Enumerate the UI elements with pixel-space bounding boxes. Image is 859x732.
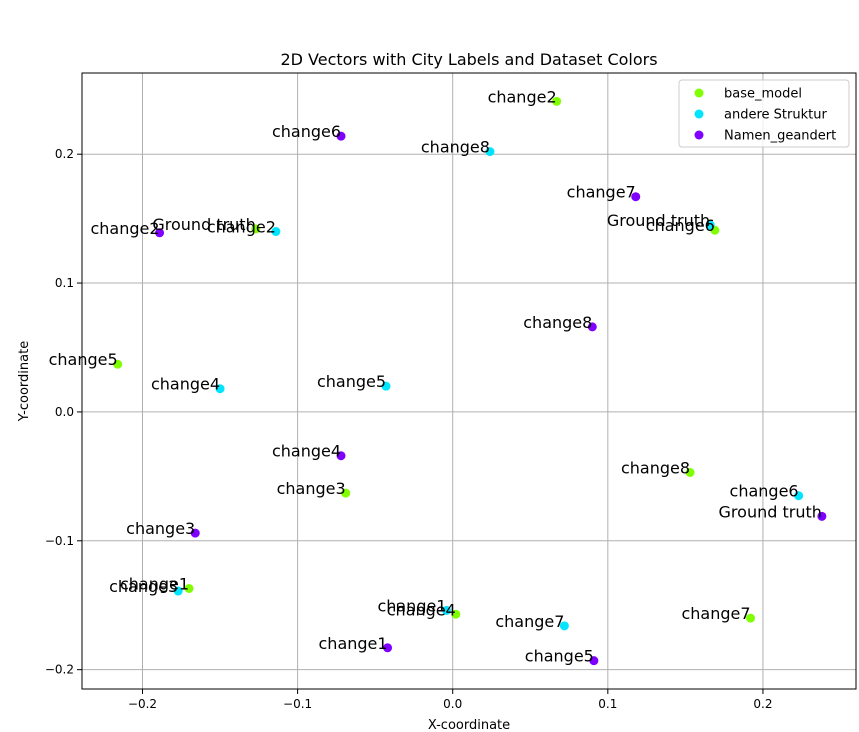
data-point [336, 131, 346, 141]
data-point [442, 605, 452, 615]
point-label: change4 [151, 375, 220, 394]
point-label: change8 [523, 313, 592, 332]
point-label: change6 [730, 482, 799, 501]
data-point [173, 586, 183, 596]
data-point [817, 511, 827, 521]
point-label: change6 [272, 122, 341, 141]
point-label: change2 [207, 218, 276, 237]
legend-entry: base_model [724, 87, 802, 102]
plot-frame [81, 72, 857, 690]
point-label: Ground truth [719, 502, 822, 521]
y-tick-label: −0.2 [45, 663, 74, 677]
legend-marker [694, 130, 704, 140]
point-label: change4 [272, 442, 341, 461]
y-tick-label: 0.0 [55, 405, 74, 419]
data-point [485, 147, 495, 157]
data-point [559, 621, 569, 631]
data-point [381, 381, 391, 391]
x-axis-label: X-coordinate [428, 718, 510, 732]
data-point [794, 491, 804, 501]
data-point [155, 228, 165, 238]
x-tick-label: 0.0 [443, 697, 462, 711]
data-point [589, 656, 599, 666]
legend-box [678, 79, 850, 148]
data-point [383, 643, 393, 653]
y-tick-label: 0.2 [55, 147, 74, 161]
point-label: change5 [49, 350, 118, 369]
legend-entry: andere Struktur [724, 108, 827, 123]
x-tick-label: −0.1 [283, 697, 312, 711]
x-tick-label: 0.2 [753, 697, 772, 711]
point-label: change3 [277, 479, 346, 498]
data-point [746, 613, 756, 623]
point-label: change8 [421, 138, 490, 157]
y-axis-label: Y-coordinate [17, 341, 32, 422]
data-point [184, 583, 194, 593]
data-point [271, 227, 281, 237]
point-label: change7 [495, 612, 564, 631]
data-point [190, 528, 200, 538]
data-point [341, 488, 351, 498]
point-label: change2 [488, 87, 557, 106]
point-label: change8 [621, 458, 690, 477]
point-label: change3 [109, 577, 178, 596]
axes: −0.2 −0.1 0.0 0.1 0.2 −0.2 −0.1 0.0 0.1 0.2 [45, 147, 773, 711]
chart-title: 2D Vectors with City Labels and Dataset … [280, 50, 657, 69]
point-label: change5 [525, 647, 594, 666]
data-point [113, 359, 123, 369]
point-label: change1 [377, 596, 446, 615]
x-tick-label: −0.2 [128, 697, 157, 711]
point-label: Ground truth [607, 211, 710, 230]
point-label: Ground truth [152, 215, 255, 234]
data-points [113, 96, 827, 666]
data-point [451, 609, 461, 619]
point-label: change2 [90, 219, 159, 238]
grid [82, 73, 856, 689]
point-label: change7 [567, 183, 636, 202]
legend-marker [694, 109, 704, 119]
point-label: change4 [387, 600, 456, 619]
data-point [552, 96, 562, 106]
data-point [215, 384, 225, 394]
y-tick-label: −0.1 [45, 534, 74, 548]
x-tick-label: 0.1 [598, 697, 617, 711]
point-label: change1 [120, 574, 189, 593]
point-label: change5 [317, 372, 386, 391]
data-point [631, 192, 641, 202]
data-point [705, 220, 715, 230]
point-label: change3 [126, 519, 195, 538]
legend-marker [694, 88, 704, 98]
legend-entry: Namen_geandert [724, 129, 836, 144]
data-point [685, 467, 695, 477]
point-label: change7 [681, 604, 750, 623]
data-point [587, 322, 597, 332]
data-point [336, 451, 346, 461]
point-label: change1 [319, 634, 388, 653]
y-tick-label: 0.1 [55, 276, 74, 290]
data-point [251, 224, 261, 234]
point-label: change6 [646, 216, 715, 235]
